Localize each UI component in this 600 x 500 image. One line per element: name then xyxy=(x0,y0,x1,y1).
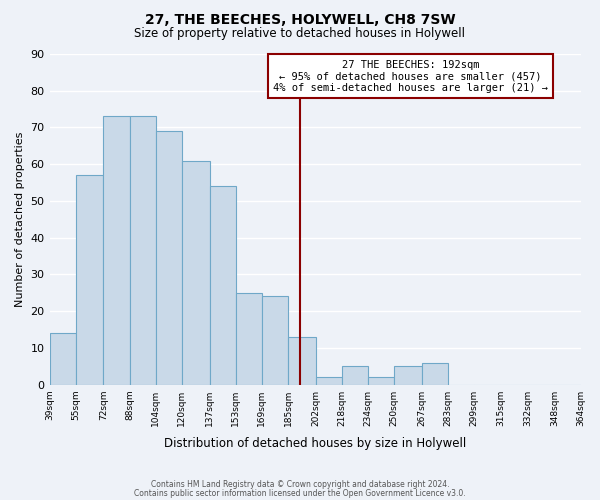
Bar xyxy=(288,337,316,384)
Bar xyxy=(394,366,422,384)
Bar xyxy=(156,131,182,384)
Bar xyxy=(262,296,288,384)
Y-axis label: Number of detached properties: Number of detached properties xyxy=(15,132,25,307)
Bar xyxy=(342,366,368,384)
Text: 27 THE BEECHES: 192sqm
← 95% of detached houses are smaller (457)
4% of semi-det: 27 THE BEECHES: 192sqm ← 95% of detached… xyxy=(273,60,548,92)
Text: Contains public sector information licensed under the Open Government Licence v3: Contains public sector information licen… xyxy=(134,489,466,498)
Bar xyxy=(76,175,103,384)
Text: Contains HM Land Registry data © Crown copyright and database right 2024.: Contains HM Land Registry data © Crown c… xyxy=(151,480,449,489)
Text: 27, THE BEECHES, HOLYWELL, CH8 7SW: 27, THE BEECHES, HOLYWELL, CH8 7SW xyxy=(145,12,455,26)
Bar xyxy=(209,186,236,384)
Bar xyxy=(422,362,448,384)
Bar xyxy=(316,378,342,384)
Bar xyxy=(103,116,130,384)
Bar xyxy=(130,116,156,384)
Bar xyxy=(50,333,76,384)
X-axis label: Distribution of detached houses by size in Holywell: Distribution of detached houses by size … xyxy=(164,437,466,450)
Bar xyxy=(368,378,394,384)
Text: Size of property relative to detached houses in Holywell: Size of property relative to detached ho… xyxy=(134,28,466,40)
Bar xyxy=(236,293,262,384)
Bar xyxy=(182,160,209,384)
